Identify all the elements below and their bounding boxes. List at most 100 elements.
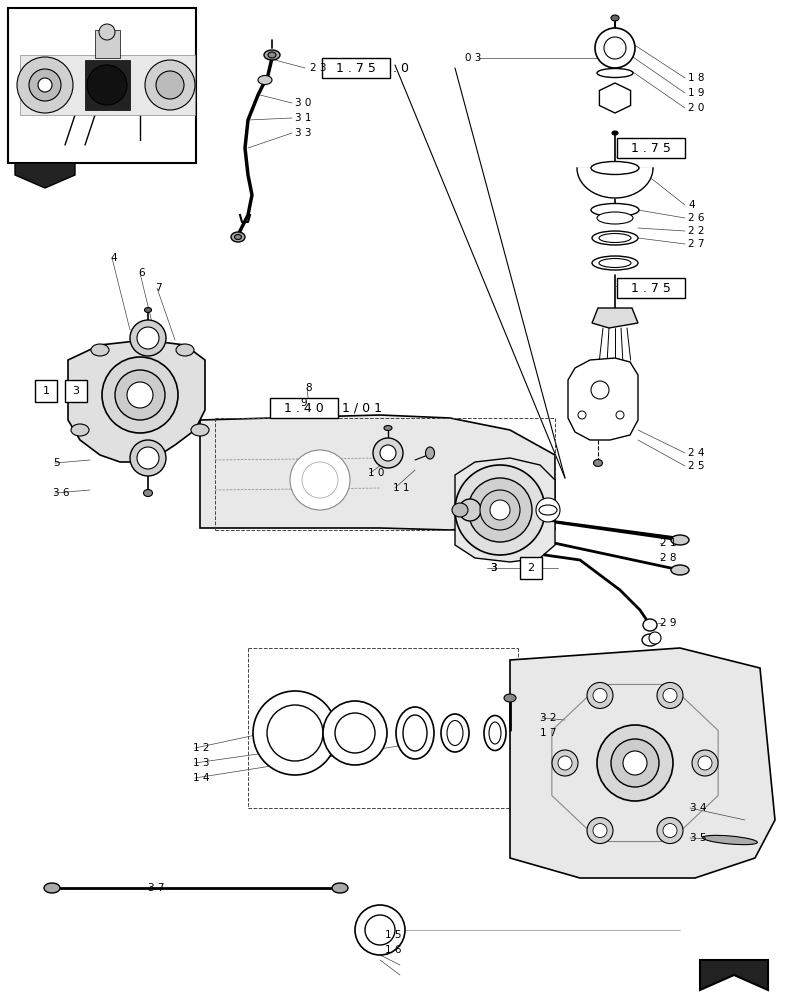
Circle shape bbox=[663, 688, 676, 702]
Ellipse shape bbox=[91, 344, 109, 356]
Polygon shape bbox=[509, 648, 774, 878]
Text: 1: 1 bbox=[42, 386, 49, 396]
Ellipse shape bbox=[591, 231, 637, 245]
Circle shape bbox=[663, 824, 676, 838]
Circle shape bbox=[697, 756, 711, 770]
Text: 2 3: 2 3 bbox=[310, 63, 326, 73]
Ellipse shape bbox=[234, 234, 241, 239]
Circle shape bbox=[489, 500, 509, 520]
Ellipse shape bbox=[176, 344, 194, 356]
Circle shape bbox=[603, 37, 625, 59]
Circle shape bbox=[586, 682, 612, 708]
Ellipse shape bbox=[230, 232, 245, 242]
Text: 7: 7 bbox=[155, 283, 161, 293]
Circle shape bbox=[592, 824, 607, 838]
Text: 1 5: 1 5 bbox=[384, 930, 401, 940]
Ellipse shape bbox=[599, 233, 630, 242]
Bar bbox=[616, 278, 684, 298]
Ellipse shape bbox=[452, 503, 467, 517]
Circle shape bbox=[596, 725, 672, 801]
Ellipse shape bbox=[396, 707, 433, 759]
Circle shape bbox=[99, 24, 115, 40]
Circle shape bbox=[479, 490, 519, 530]
Text: 3 4: 3 4 bbox=[689, 803, 706, 813]
Circle shape bbox=[102, 357, 178, 433]
Bar bbox=[35, 380, 57, 402]
Bar bbox=[65, 380, 87, 402]
Ellipse shape bbox=[604, 88, 624, 108]
Text: 2 2: 2 2 bbox=[687, 226, 704, 236]
Circle shape bbox=[365, 915, 394, 945]
Ellipse shape bbox=[402, 715, 427, 751]
Circle shape bbox=[323, 701, 387, 765]
Bar bbox=[8, 8, 195, 163]
Bar bbox=[616, 138, 684, 158]
Ellipse shape bbox=[611, 131, 617, 135]
Ellipse shape bbox=[71, 424, 89, 436]
Ellipse shape bbox=[458, 499, 480, 521]
Circle shape bbox=[622, 751, 646, 775]
Ellipse shape bbox=[670, 565, 689, 575]
Bar bbox=[322, 58, 389, 78]
Text: 5: 5 bbox=[53, 458, 59, 468]
Circle shape bbox=[691, 750, 717, 776]
Ellipse shape bbox=[446, 720, 462, 746]
Text: 1 0: 1 0 bbox=[367, 468, 384, 478]
Text: 1 2: 1 2 bbox=[193, 743, 209, 753]
Ellipse shape bbox=[599, 258, 630, 267]
Circle shape bbox=[594, 28, 634, 68]
Polygon shape bbox=[568, 358, 637, 440]
Polygon shape bbox=[20, 55, 195, 115]
Text: . 0: . 0 bbox=[393, 62, 409, 75]
Polygon shape bbox=[699, 960, 767, 990]
Text: 1 4: 1 4 bbox=[193, 773, 209, 783]
Polygon shape bbox=[577, 168, 652, 198]
Circle shape bbox=[610, 739, 659, 787]
Text: 3 5: 3 5 bbox=[689, 833, 706, 843]
Polygon shape bbox=[95, 30, 120, 58]
Ellipse shape bbox=[590, 162, 638, 175]
Circle shape bbox=[156, 71, 184, 99]
Ellipse shape bbox=[504, 694, 515, 702]
Text: 4: 4 bbox=[109, 253, 117, 263]
Ellipse shape bbox=[258, 76, 272, 85]
Text: 1 9: 1 9 bbox=[687, 88, 704, 98]
Circle shape bbox=[115, 370, 165, 420]
Text: 2 4: 2 4 bbox=[687, 448, 704, 458]
Text: 3: 3 bbox=[489, 563, 496, 573]
Circle shape bbox=[557, 756, 571, 770]
Text: 3: 3 bbox=[489, 563, 496, 573]
Ellipse shape bbox=[596, 69, 633, 78]
Ellipse shape bbox=[264, 50, 280, 60]
Ellipse shape bbox=[144, 489, 152, 496]
Ellipse shape bbox=[591, 256, 637, 270]
Text: 6: 6 bbox=[138, 268, 144, 278]
Circle shape bbox=[267, 705, 323, 761]
Ellipse shape bbox=[702, 835, 757, 845]
Ellipse shape bbox=[596, 212, 633, 224]
Ellipse shape bbox=[332, 883, 348, 893]
Text: 3 1: 3 1 bbox=[294, 113, 311, 123]
Ellipse shape bbox=[590, 381, 608, 399]
Ellipse shape bbox=[384, 426, 392, 430]
Polygon shape bbox=[15, 163, 75, 188]
Circle shape bbox=[380, 445, 396, 461]
Circle shape bbox=[586, 818, 612, 844]
Text: 2 8: 2 8 bbox=[659, 553, 676, 563]
Text: 2 5: 2 5 bbox=[687, 461, 704, 471]
Text: 2 0: 2 0 bbox=[687, 103, 703, 113]
Bar bbox=[519, 557, 541, 579]
Text: 1 . 4 0: 1 . 4 0 bbox=[284, 401, 324, 414]
Circle shape bbox=[253, 691, 337, 775]
Circle shape bbox=[648, 632, 660, 644]
Ellipse shape bbox=[440, 714, 469, 752]
Text: 1 . 7 5: 1 . 7 5 bbox=[336, 62, 375, 75]
Text: 2 9: 2 9 bbox=[659, 618, 676, 628]
Text: 1 / 0 1: 1 / 0 1 bbox=[341, 401, 381, 414]
Circle shape bbox=[130, 440, 165, 476]
Ellipse shape bbox=[539, 505, 556, 515]
Circle shape bbox=[137, 447, 159, 469]
Text: 3 6: 3 6 bbox=[53, 488, 70, 498]
Polygon shape bbox=[599, 83, 630, 113]
Circle shape bbox=[127, 382, 152, 408]
